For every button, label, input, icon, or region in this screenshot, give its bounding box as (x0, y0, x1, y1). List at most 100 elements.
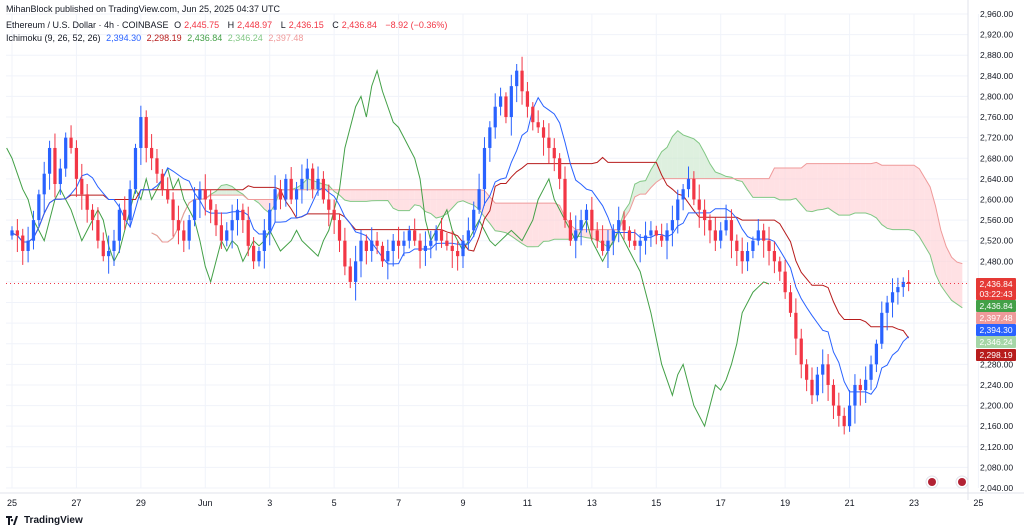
candle-body (284, 178, 288, 200)
candle-body (332, 209, 336, 221)
ichimoku-cloud-segment (672, 130, 678, 179)
candle-body (230, 220, 234, 231)
ohlc-low: L 2,436.15 (280, 20, 324, 30)
candle-body (880, 312, 884, 344)
indicator-senkou-b: 2,397.48 (268, 33, 304, 43)
candle-body (294, 189, 299, 200)
x-tick-label: 27 (71, 498, 81, 508)
candle-body (665, 230, 669, 241)
ichimoku-cloud-segment (645, 169, 651, 195)
candle-body (123, 209, 127, 221)
candle-body (466, 230, 470, 241)
candle-body (80, 178, 84, 195)
ichimoku-cloud-segment (624, 203, 630, 219)
candle-body (434, 230, 438, 241)
candle-body (251, 245, 256, 262)
candle-body (53, 147, 57, 185)
candle-body (262, 230, 266, 251)
candle-body (327, 199, 331, 210)
candle-body (418, 240, 422, 251)
indicator-senkou-a: 2,346.24 (227, 33, 263, 43)
ichimoku-cloud-segment (844, 163, 850, 216)
candle-body (504, 96, 508, 118)
candle-body (241, 209, 245, 221)
candle-body (21, 235, 25, 251)
ichimoku-cloud-segment (629, 184, 635, 211)
candle-body (611, 230, 615, 241)
candle-body (58, 168, 62, 185)
candle-body (686, 178, 691, 190)
ichimoku-cloud-segment (930, 186, 936, 274)
y-tick-label: 2,600.00 (980, 194, 1013, 204)
y-tick-label: 2,640.00 (980, 174, 1013, 184)
candle-body (133, 147, 138, 190)
ichimoku-cloud-segment (806, 163, 812, 212)
y-tick-label: 2,800.00 (980, 91, 1013, 101)
tradingview-logo[interactable]: TradingView (6, 515, 83, 526)
candle-body (525, 91, 530, 107)
ichimoku-cloud-segment (414, 189, 421, 206)
candle-body (101, 240, 105, 257)
candle-body (515, 70, 519, 87)
candle-body (198, 189, 202, 200)
y-tick-label: 2,080.00 (980, 462, 1013, 472)
candle-body (69, 137, 73, 148)
candle-body (547, 137, 551, 148)
candle-body (606, 240, 610, 251)
ichimoku-cloud-segment (752, 178, 759, 198)
ichimoku-cloud-segment (919, 168, 925, 246)
ichimoku-cloud-segment (382, 189, 388, 201)
candle-body (380, 245, 385, 262)
ichimoku-cloud-segment (339, 189, 345, 201)
candle-body (622, 220, 626, 231)
ichimoku-cloud-segment (795, 168, 802, 205)
ichimoku-cloud-segment (258, 199, 265, 210)
candle-body (874, 343, 879, 365)
x-tick-label: 17 (716, 498, 726, 508)
candle-body (638, 240, 642, 246)
candle-body (74, 147, 79, 179)
candle-body (155, 158, 159, 174)
y-tick-label: 2,480.00 (980, 256, 1013, 266)
ichimoku-cloud-segment (903, 165, 909, 230)
candle-body (907, 281, 911, 284)
candle-body (574, 230, 578, 241)
ichimoku-cloud-segment (940, 230, 947, 294)
y-tick-label: 2,920.00 (980, 30, 1013, 40)
ichimoku-cloud-segment (693, 138, 700, 179)
candle-body (815, 374, 819, 396)
ichimoku-cloud-segment (908, 165, 914, 231)
candle-body (584, 209, 589, 221)
ichimoku-cloud-segment (661, 147, 668, 179)
candle-body (558, 158, 562, 179)
price-tag: 2,346.24 (976, 335, 1016, 348)
ichimoku-cloud-segment (887, 165, 893, 230)
candle-body (847, 405, 852, 427)
candle-body (531, 106, 535, 123)
ichimoku-cloud-segment (946, 246, 952, 301)
candle-body (767, 240, 771, 251)
price-tag: 2,436.84 (976, 299, 1016, 312)
ohlc-open: O 2,445.75 (174, 20, 220, 30)
candle-body (600, 240, 605, 251)
candle-body (278, 189, 283, 200)
symbol-name: Ethereum / U.S. Dollar · 4h · COINBASE (6, 20, 169, 30)
candle-body (439, 230, 444, 241)
ichimoku-cloud-segment (355, 189, 361, 202)
candle-body (364, 240, 368, 251)
ichimoku-cloud-segment (511, 203, 517, 240)
candle-body (429, 240, 433, 246)
ichimoku-cloud-segment (769, 168, 775, 198)
ichimoku-cloud-segment (634, 181, 641, 197)
ichimoku-cloud-segment (763, 178, 770, 198)
ichimoku-cloud-segment (914, 165, 920, 237)
candle-body (456, 251, 460, 257)
candle-body (477, 189, 481, 210)
candle-body (117, 209, 121, 241)
candle-body (15, 230, 19, 236)
candle-body (407, 230, 411, 241)
ichimoku-cloud-segment (924, 177, 931, 255)
x-tick-label: 25 (973, 498, 983, 508)
candle-body (391, 240, 395, 251)
